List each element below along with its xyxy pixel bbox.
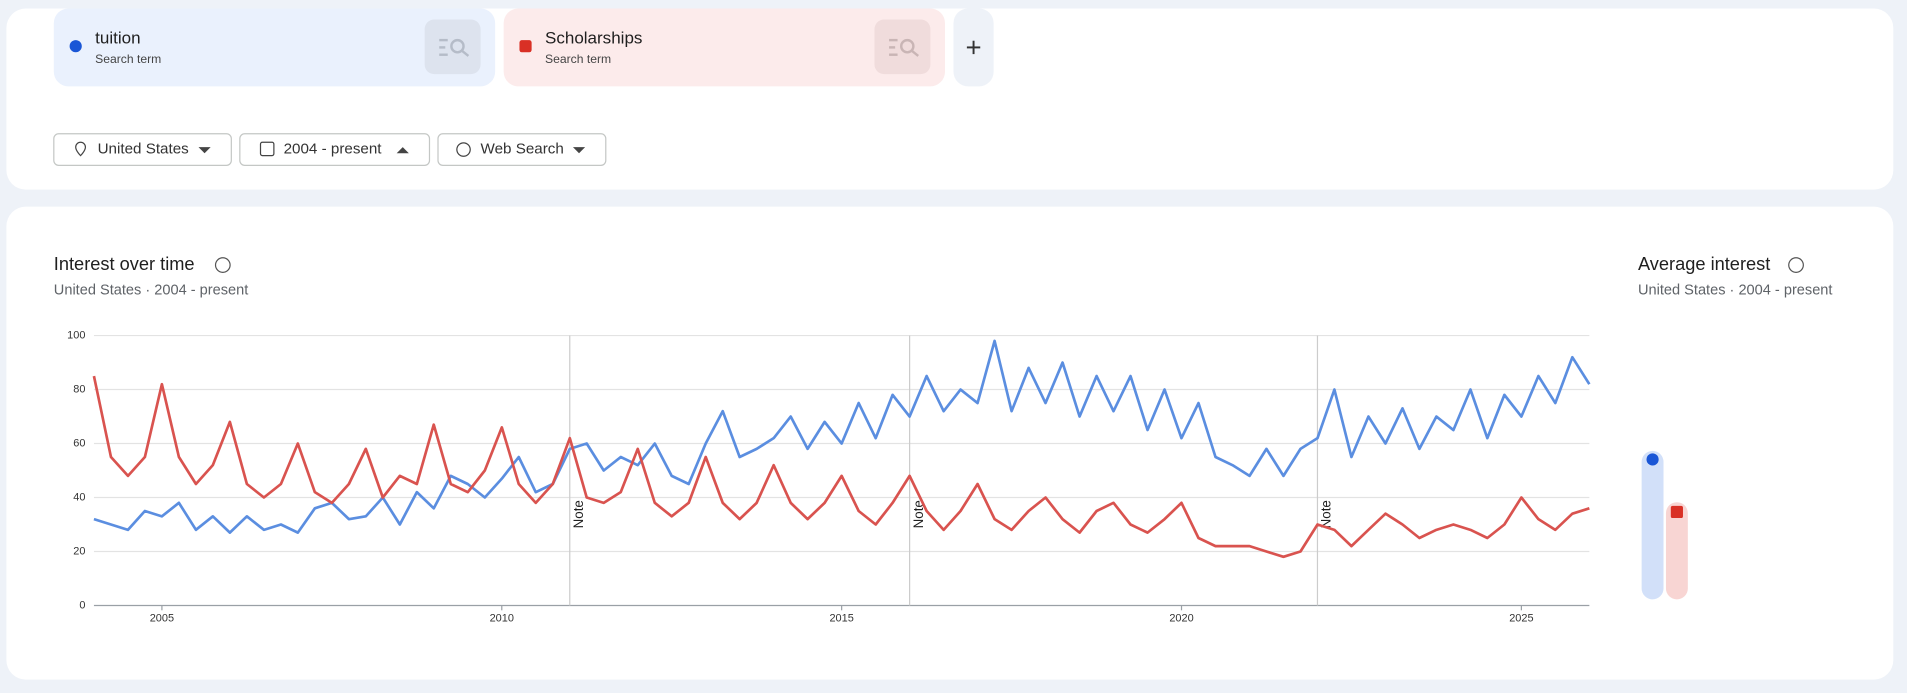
- note-label: Note: [911, 500, 926, 528]
- term-chip[interactable]: [53, 8, 496, 87]
- term-kind: Search term: [95, 52, 161, 66]
- y-tick-label: 20: [73, 545, 85, 557]
- term-chip[interactable]: [503, 8, 945, 87]
- search-icon: [439, 38, 470, 57]
- term-name: tuition: [95, 28, 140, 47]
- x-tick-label: 2025: [1509, 613, 1533, 625]
- average-subtitle: United States · 2004 - present: [1638, 282, 1832, 298]
- property-filter[interactable]: [437, 133, 607, 166]
- chart-title: Interest over time: [54, 253, 195, 274]
- dropdown-arrow: [572, 147, 586, 154]
- y-tick-label: 0: [79, 599, 85, 611]
- term-square: [519, 40, 532, 53]
- x-tick-label: 2010: [490, 613, 514, 625]
- info-icon[interactable]: [1788, 257, 1804, 273]
- dropdown-arrow: [396, 147, 409, 154]
- average-marker: [1646, 453, 1659, 466]
- note-label: Note: [571, 500, 586, 528]
- filter-label: United States: [98, 141, 190, 158]
- filter-label: 2004 - present: [284, 141, 383, 158]
- term-kind: Search term: [545, 52, 611, 66]
- plus-icon: [966, 40, 981, 55]
- y-tick-label: 80: [73, 383, 85, 395]
- x-tick-label: 2020: [1169, 613, 1193, 625]
- y-tick-label: 40: [73, 491, 85, 503]
- x-tick-label: 2015: [829, 613, 853, 625]
- pin-icon: [75, 141, 87, 157]
- dropdown-arrow: [198, 147, 211, 154]
- y-tick-label: 60: [73, 437, 85, 449]
- series-line: [92, 375, 1590, 559]
- globe-icon: [456, 142, 471, 157]
- plot: 0 20 40 60 80 100 2005 2010 2015 2020 2025 Note Note…: [67, 329, 1688, 625]
- term-name: Scholarships: [545, 28, 642, 47]
- search-icon: [889, 38, 920, 57]
- average-bar: [1641, 450, 1664, 600]
- y-tick-label: 100: [67, 329, 85, 341]
- term-dot: [69, 40, 82, 53]
- calendar-icon: [259, 141, 275, 157]
- average-marker: [1670, 505, 1683, 519]
- series-line: [93, 339, 1591, 534]
- average-bar: [1665, 502, 1688, 600]
- location-filter[interactable]: [53, 133, 232, 166]
- info-icon[interactable]: [214, 257, 231, 273]
- filter-label: Web Search: [481, 141, 564, 158]
- time-filter[interactable]: [239, 133, 431, 166]
- note-label: Note: [1319, 500, 1334, 528]
- chart-subtitle: United States · 2004 - present: [54, 282, 248, 298]
- x-tick-label: 2005: [150, 613, 174, 625]
- average-title: Average interest: [1638, 253, 1770, 274]
